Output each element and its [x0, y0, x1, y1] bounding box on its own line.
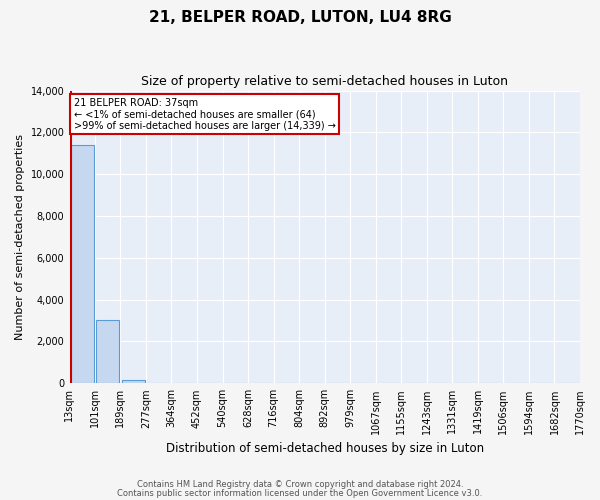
- Text: 21 BELPER ROAD: 37sqm
← <1% of semi-detached houses are smaller (64)
>99% of sem: 21 BELPER ROAD: 37sqm ← <1% of semi-deta…: [74, 98, 335, 131]
- Title: Size of property relative to semi-detached houses in Luton: Size of property relative to semi-detach…: [141, 75, 508, 88]
- Text: Contains HM Land Registry data © Crown copyright and database right 2024.: Contains HM Land Registry data © Crown c…: [137, 480, 463, 489]
- Bar: [122, 380, 145, 384]
- Text: Contains public sector information licensed under the Open Government Licence v3: Contains public sector information licen…: [118, 488, 482, 498]
- X-axis label: Distribution of semi-detached houses by size in Luton: Distribution of semi-detached houses by …: [166, 442, 484, 455]
- Bar: [96, 320, 119, 384]
- Bar: [71, 145, 94, 384]
- Text: 21, BELPER ROAD, LUTON, LU4 8RG: 21, BELPER ROAD, LUTON, LU4 8RG: [149, 10, 451, 25]
- Y-axis label: Number of semi-detached properties: Number of semi-detached properties: [15, 134, 25, 340]
